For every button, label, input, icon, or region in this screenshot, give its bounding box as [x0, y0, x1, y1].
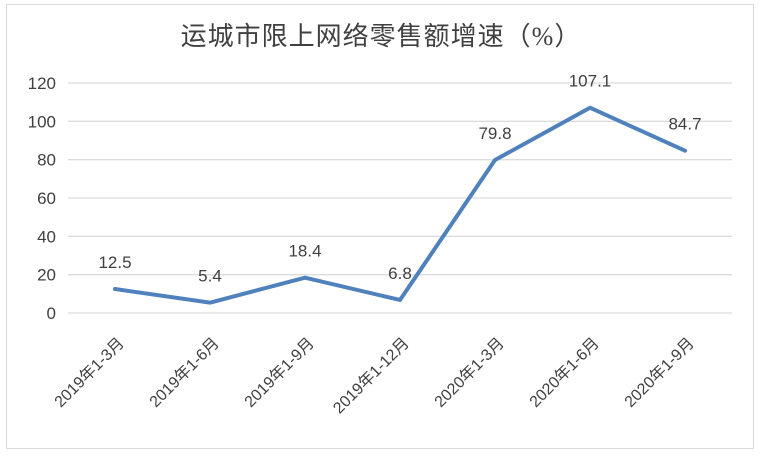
x-tick-label: 2020年1-3月	[431, 334, 508, 411]
series-line	[113, 105, 687, 305]
chart-frame	[6, 4, 754, 449]
x-tick-label: 2020年1-6月	[526, 334, 603, 411]
chart-title: 运城市限上网络零售额增速（%）	[180, 22, 582, 51]
x-tick-label: 2019年1-12月	[330, 334, 413, 417]
data-label: 18.4	[288, 242, 321, 261]
data-label: 107.1	[569, 72, 612, 91]
y-tick-label: 100	[28, 112, 56, 131]
data-label: 6.8	[388, 264, 412, 283]
data-label: 5.4	[198, 267, 222, 286]
y-tick-label: 60	[37, 189, 56, 208]
x-tick-label: 2020年1-9月	[621, 334, 698, 411]
y-tick-label: 80	[37, 151, 56, 170]
data-label: 79.8	[478, 124, 511, 143]
y-axis-labels-group: 0 20 40 60 80 100 120	[28, 74, 56, 323]
y-tick-label: 20	[37, 266, 56, 285]
x-tick-label: 2019年1-9月	[241, 334, 318, 411]
x-tick-label: 2019年1-6月	[146, 334, 223, 411]
y-tick-label: 120	[28, 74, 56, 93]
series-group	[113, 105, 687, 305]
x-tick-label: 2019年1-3月	[51, 334, 128, 411]
x-axis-labels-group: 2019年1-3月 2019年1-6月 2019年1-9月 2019年1-12月 202…	[51, 334, 698, 417]
y-tick-label: 40	[37, 227, 56, 246]
data-label: 12.5	[98, 253, 131, 272]
data-label: 84.7	[668, 115, 701, 134]
data-labels-group: 12.5 5.4 18.4 6.8 79.8 107.1 84.7	[98, 72, 701, 286]
y-tick-label: 0	[47, 304, 56, 323]
